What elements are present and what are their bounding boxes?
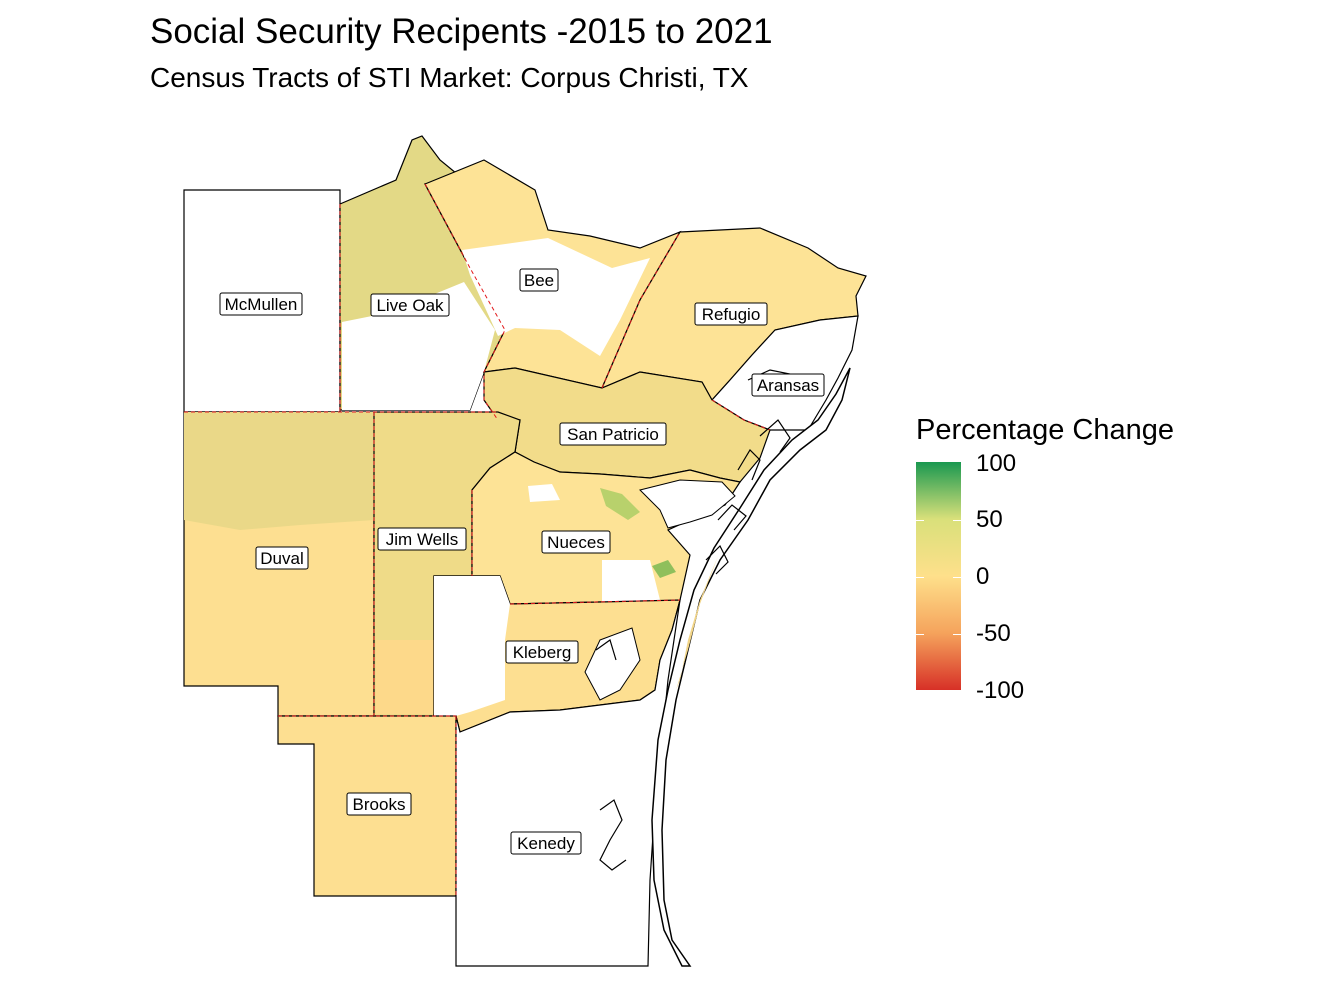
- legend-tickmark: [916, 634, 924, 635]
- county-label-live-oak: Live Oak: [370, 293, 450, 317]
- svg-text:Aransas: Aransas: [757, 376, 819, 395]
- island-tract: [676, 556, 718, 690]
- svg-text:San Patricio: San Patricio: [567, 425, 659, 444]
- tract-nueces-nodata-2: [602, 560, 660, 602]
- barrier-island: [651, 367, 851, 967]
- svg-text:Nueces: Nueces: [547, 533, 605, 552]
- county-label-kenedy: Kenedy: [510, 831, 582, 855]
- map-title: Social Security Recipents -2015 to 2021: [150, 12, 773, 51]
- legend-tickmark: [953, 520, 961, 521]
- legend-colorbar: [916, 462, 961, 690]
- legend-tickmark: [916, 520, 924, 521]
- county-label-bee: Bee: [519, 268, 559, 292]
- tract-kleberg-nodata: [434, 576, 510, 716]
- county-label-brooks: Brooks: [346, 792, 412, 816]
- legend-tickmark: [953, 577, 961, 578]
- svg-text:Jim Wells: Jim Wells: [386, 530, 458, 549]
- county-label-mcmullen: McMullen: [219, 292, 303, 316]
- tract-jim-wells-south: [376, 640, 434, 714]
- county-label-jim-wells: Jim Wells: [377, 527, 467, 551]
- tract-nueces-nodata: [528, 484, 560, 502]
- legend-tickmark: [916, 577, 924, 578]
- legend-title: Percentage Change: [916, 414, 1174, 446]
- map-subtitle: Census Tracts of STI Market: Corpus Chri…: [150, 62, 749, 93]
- tract-kleberg-bay: [584, 627, 641, 701]
- svg-text:Live Oak: Live Oak: [376, 296, 444, 315]
- legend-tick-label: -50: [976, 620, 1011, 647]
- tract-bee-nodata: [462, 238, 650, 356]
- svg-text:Duval: Duval: [260, 549, 303, 568]
- county-label-nueces: Nueces: [541, 530, 611, 554]
- svg-text:Refugio: Refugio: [702, 305, 761, 324]
- legend-tick-label: 50: [976, 506, 1003, 533]
- county-label-kleberg: Kleberg: [505, 640, 579, 664]
- svg-text:Brooks: Brooks: [353, 795, 406, 814]
- tract-nueces-green-2: [600, 488, 640, 520]
- legend-tickmark: [953, 634, 961, 635]
- legend-tick-label: 0: [976, 563, 990, 590]
- svg-text:Kenedy: Kenedy: [517, 834, 575, 853]
- county-boundaries: [184, 183, 771, 896]
- svg-text:McMullen: McMullen: [225, 295, 298, 314]
- tract-nueces-bay: [639, 479, 736, 529]
- county-label-refugio: Refugio: [694, 302, 768, 326]
- county-kenedy: [455, 599, 681, 967]
- tract-duval-north: [184, 412, 374, 530]
- county-label-duval: Duval: [255, 546, 309, 570]
- county-label-aransas: Aransas: [751, 373, 825, 397]
- svg-text:Kleberg: Kleberg: [513, 643, 572, 662]
- svg-text:Bee: Bee: [524, 271, 554, 290]
- legend-tick-label: 100: [976, 450, 1017, 477]
- tract-nueces-green: [652, 560, 676, 578]
- legend-tick-label: -100: [976, 677, 1025, 704]
- county-label-san-patricio: San Patricio: [559, 422, 667, 446]
